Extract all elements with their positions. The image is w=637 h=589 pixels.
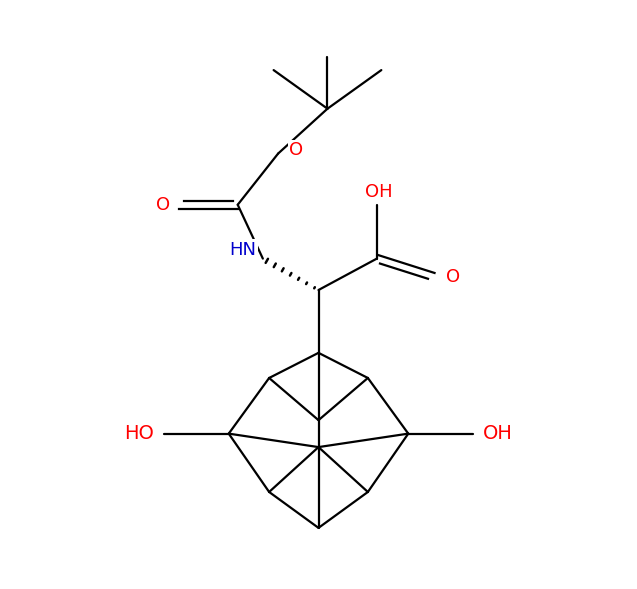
Text: OH: OH [483,424,513,443]
Text: O: O [446,267,460,286]
Text: OH: OH [365,183,392,201]
Text: HN: HN [229,241,257,259]
Text: HO: HO [124,424,154,443]
Text: O: O [289,141,303,159]
Text: O: O [156,196,170,214]
